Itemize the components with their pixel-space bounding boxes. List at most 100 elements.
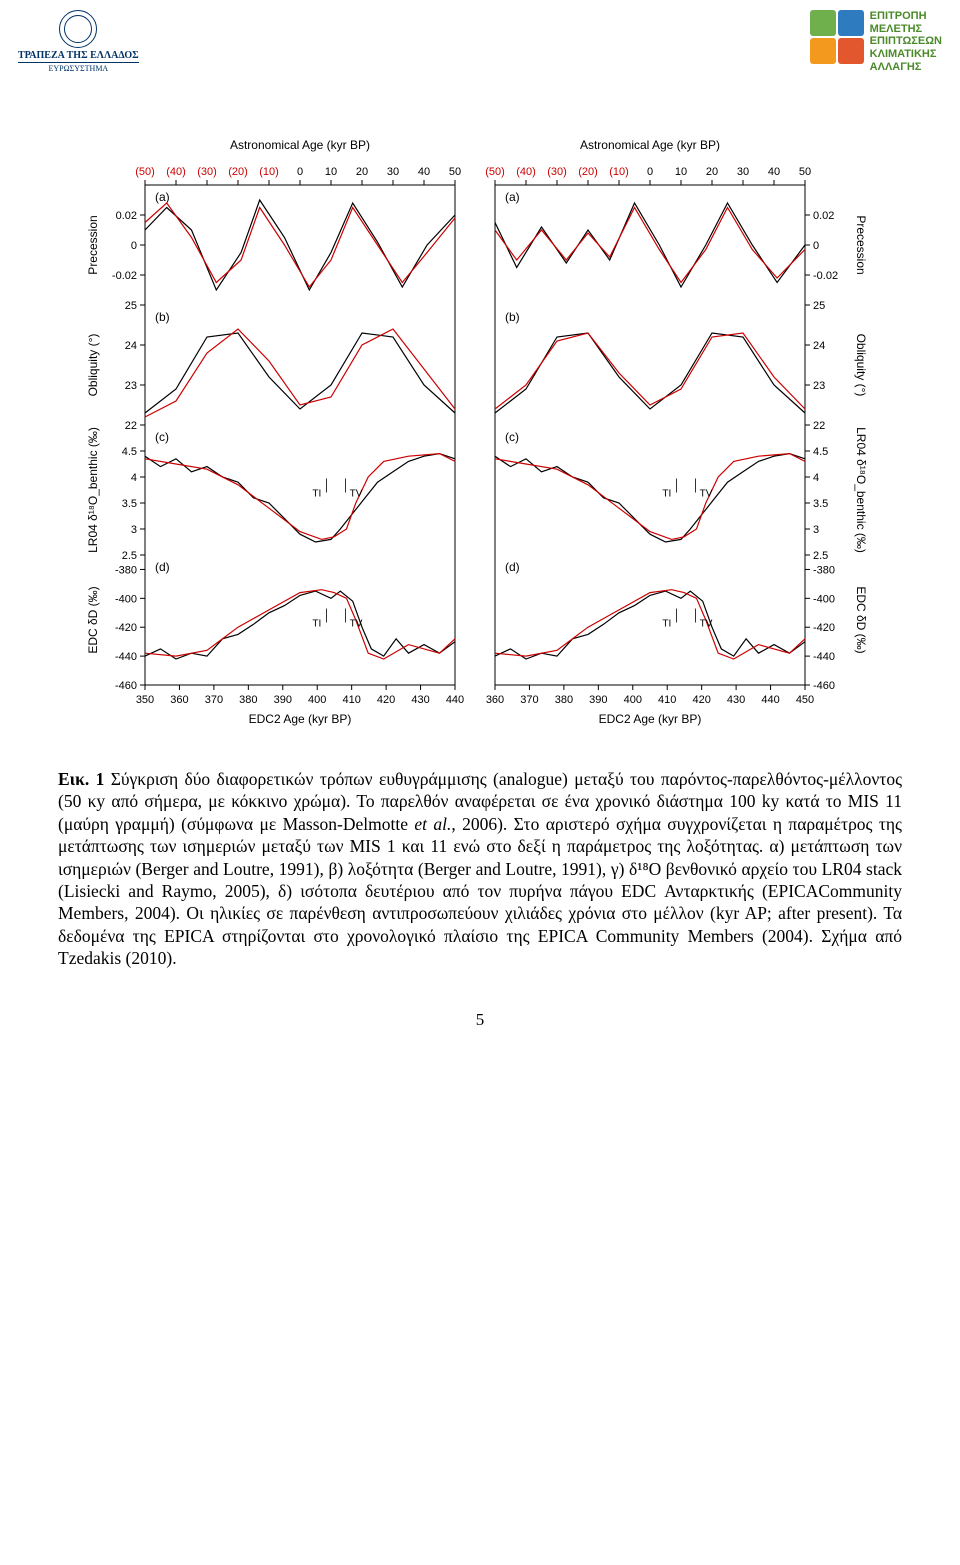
fig-label: Εικ. 1 (58, 769, 104, 789)
svg-text:23: 23 (813, 380, 825, 392)
svg-text:(a): (a) (155, 190, 170, 204)
svg-text:-380: -380 (813, 564, 835, 576)
svg-text:23: 23 (125, 380, 137, 392)
svg-text:3: 3 (813, 524, 819, 536)
page-header: ΤΡΑΠΕΖΑ ΤΗΣ ΕΛΛΑΔΟΣ ΕΥΡΩΣΥΣΤΗΜΑ ΕΠΙΤΡΟΠΗ… (0, 0, 960, 100)
svg-text:380: 380 (239, 694, 257, 706)
svg-text:TV: TV (350, 489, 363, 500)
svg-text:(30): (30) (197, 166, 217, 178)
svg-text:40: 40 (768, 166, 780, 178)
svg-text:440: 440 (446, 694, 464, 706)
svg-text:440: 440 (761, 694, 779, 706)
logo-grid-icon (810, 10, 864, 64)
svg-text:360: 360 (170, 694, 188, 706)
committee-text: ΕΠΙΤΡΟΠΗ ΜΕΛΕΤΗΣ ΕΠΙΠΤΩΣΕΩΝ ΚΛΙΜΑΤΙΚΗΣ Α… (870, 10, 942, 73)
eurosystem-label: ΕΥΡΩΣΥΣΤΗΜΑ (18, 62, 139, 73)
svg-text:400: 400 (308, 694, 326, 706)
bank-of-greece-logo: ΤΡΑΠΕΖΑ ΤΗΣ ΕΛΛΑΔΟΣ ΕΥΡΩΣΥΣΤΗΜΑ (18, 10, 139, 73)
emblem-icon (59, 10, 97, 48)
svg-text:Obliquity (°): Obliquity (°) (86, 334, 100, 397)
svg-text:TI: TI (662, 489, 671, 500)
svg-text:22: 22 (125, 420, 137, 432)
svg-text:410: 410 (658, 694, 676, 706)
svg-text:-380: -380 (115, 564, 137, 576)
svg-text:30: 30 (387, 166, 399, 178)
svg-text:420: 420 (377, 694, 395, 706)
svg-text:380: 380 (555, 694, 573, 706)
svg-text:(20): (20) (228, 166, 248, 178)
svg-text:0: 0 (297, 166, 303, 178)
svg-text:-420: -420 (115, 622, 137, 634)
svg-text:(b): (b) (155, 310, 170, 324)
svg-text:Obliquity (°): Obliquity (°) (854, 334, 868, 397)
svg-text:TI: TI (312, 489, 321, 500)
svg-text:24: 24 (125, 340, 137, 352)
page-number: 5 (0, 970, 960, 1050)
svg-text:(20): (20) (578, 166, 598, 178)
svg-text:(40): (40) (516, 166, 536, 178)
svg-text:-440: -440 (813, 651, 835, 663)
svg-text:(a): (a) (505, 190, 520, 204)
svg-text:-0.02: -0.02 (112, 270, 137, 282)
svg-text:(c): (c) (505, 430, 519, 444)
svg-text:10: 10 (325, 166, 337, 178)
figure-caption: Εικ. 1 Σύγκριση δύο διαφορετικών τρόπων … (0, 760, 960, 970)
svg-text:4.5: 4.5 (122, 446, 137, 458)
svg-text:LR04 δ¹⁸O_benthic (‰): LR04 δ¹⁸O_benthic (‰) (86, 427, 100, 553)
svg-text:-420: -420 (813, 622, 835, 634)
svg-text:40: 40 (418, 166, 430, 178)
svg-text:0: 0 (647, 166, 653, 178)
svg-text:-460: -460 (115, 680, 137, 692)
svg-text:0.02: 0.02 (813, 210, 834, 222)
figure-1: Astronomical Age (kyr BP)(50)(40)(30)(20… (0, 100, 960, 760)
svg-text:390: 390 (274, 694, 292, 706)
svg-text:(30): (30) (547, 166, 567, 178)
svg-text:25: 25 (125, 300, 137, 312)
svg-text:Precession: Precession (86, 215, 100, 274)
svg-text:30: 30 (737, 166, 749, 178)
svg-text:20: 20 (356, 166, 368, 178)
svg-text:370: 370 (205, 694, 223, 706)
svg-text:4: 4 (813, 472, 819, 484)
svg-text:50: 50 (449, 166, 461, 178)
svg-text:350: 350 (136, 694, 154, 706)
svg-text:LR04 δ¹⁸O_benthic (‰): LR04 δ¹⁸O_benthic (‰) (854, 427, 868, 553)
svg-text:TV: TV (700, 619, 713, 630)
svg-text:Astronomical Age (kyr BP): Astronomical Age (kyr BP) (580, 138, 720, 152)
svg-text:TI: TI (662, 619, 671, 630)
svg-text:-460: -460 (813, 680, 835, 692)
svg-text:EDC δD (‰): EDC δD (‰) (86, 586, 100, 653)
svg-text:0: 0 (131, 240, 137, 252)
svg-text:3: 3 (131, 524, 137, 536)
svg-text:24: 24 (813, 340, 825, 352)
svg-text:370: 370 (520, 694, 538, 706)
svg-text:0.02: 0.02 (116, 210, 137, 222)
svg-text:EDC δD (‰): EDC δD (‰) (854, 586, 868, 653)
svg-text:360: 360 (486, 694, 504, 706)
svg-text:EDC2 Age (kyr BP): EDC2 Age (kyr BP) (249, 712, 352, 726)
svg-text:(10): (10) (609, 166, 629, 178)
svg-text:(d): (d) (505, 560, 520, 574)
svg-text:430: 430 (411, 694, 429, 706)
svg-text:(d): (d) (155, 560, 170, 574)
svg-text:420: 420 (692, 694, 710, 706)
svg-text:TV: TV (350, 619, 363, 630)
svg-text:0: 0 (813, 240, 819, 252)
svg-text:EDC2 Age (kyr BP): EDC2 Age (kyr BP) (599, 712, 702, 726)
svg-text:410: 410 (342, 694, 360, 706)
svg-text:3.5: 3.5 (813, 498, 828, 510)
svg-text:4.5: 4.5 (813, 446, 828, 458)
svg-text:25: 25 (813, 300, 825, 312)
svg-text:Astronomical Age (kyr BP): Astronomical Age (kyr BP) (230, 138, 370, 152)
svg-text:10: 10 (675, 166, 687, 178)
multipanel-chart: Astronomical Age (kyr BP)(50)(40)(30)(20… (70, 130, 890, 750)
bank-name: ΤΡΑΠΕΖΑ ΤΗΣ ΕΛΛΑΔΟΣ (18, 50, 139, 61)
svg-text:50: 50 (799, 166, 811, 178)
svg-text:-0.02: -0.02 (813, 270, 838, 282)
svg-text:TV: TV (700, 489, 713, 500)
svg-text:450: 450 (796, 694, 814, 706)
svg-text:(c): (c) (155, 430, 169, 444)
svg-text:-440: -440 (115, 651, 137, 663)
svg-text:-400: -400 (115, 593, 137, 605)
svg-text:3.5: 3.5 (122, 498, 137, 510)
